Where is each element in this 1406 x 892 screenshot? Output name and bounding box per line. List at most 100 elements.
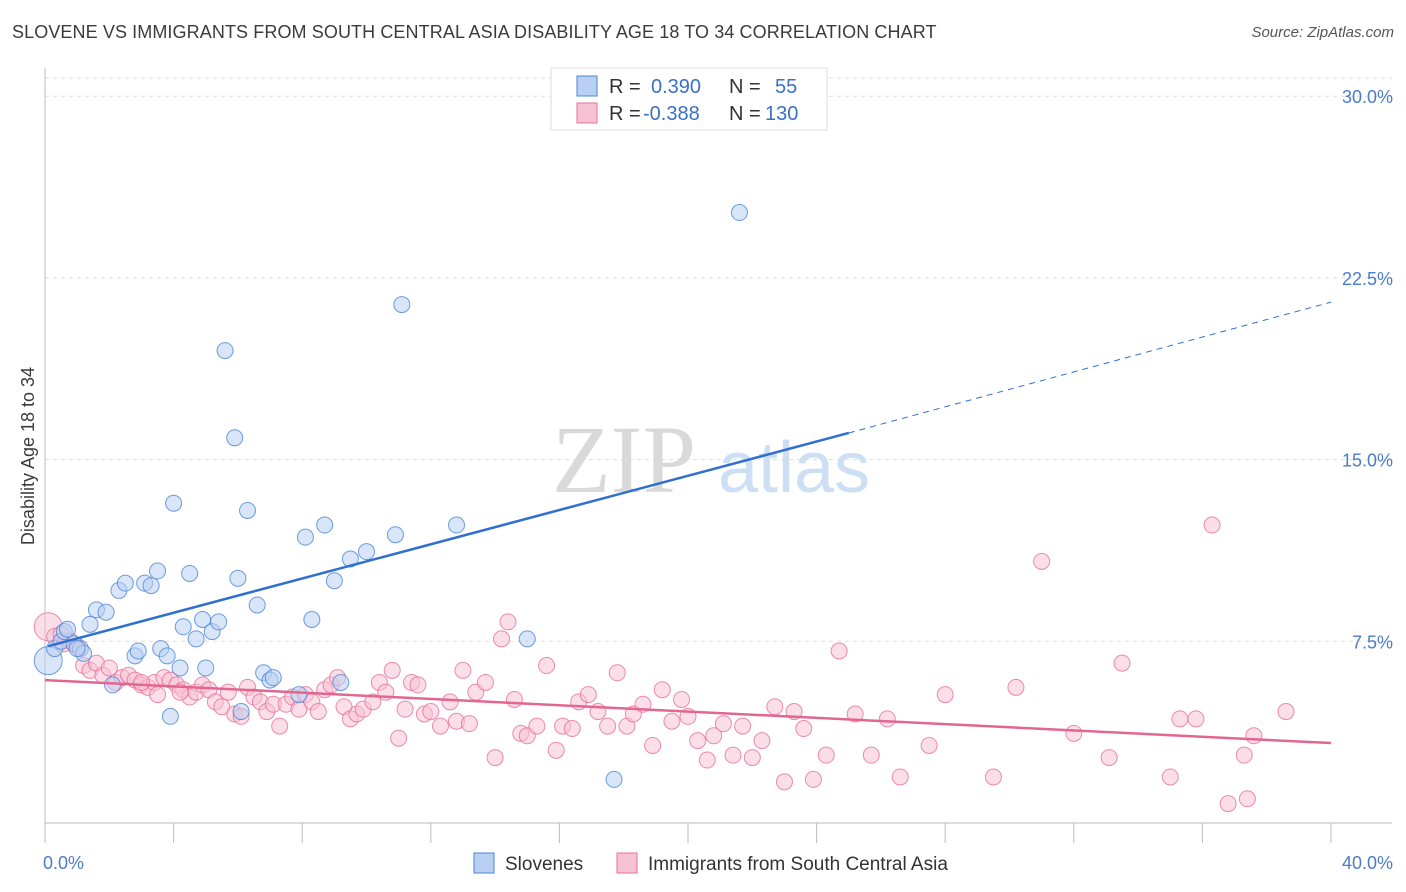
data-point	[734, 717, 752, 735]
data-point	[493, 630, 511, 648]
axes	[44, 68, 1392, 843]
data-point	[663, 712, 681, 730]
data-point	[1277, 703, 1295, 721]
series-pink-points	[33, 516, 1295, 813]
data-point	[599, 717, 617, 735]
data-point	[984, 768, 1002, 786]
data-point	[538, 657, 556, 675]
data-point	[264, 669, 282, 687]
data-point	[698, 751, 716, 769]
data-point	[1171, 710, 1189, 728]
legend-r-value-pink: -0.388	[643, 103, 700, 125]
data-point	[116, 574, 134, 592]
data-point	[390, 729, 408, 747]
series-legend: Slovenes Immigrants from South Central A…	[473, 852, 948, 875]
data-point	[271, 717, 289, 735]
x-tick-label: 40.0%	[1342, 853, 1393, 873]
data-point	[724, 746, 742, 764]
y-tick-label: 22.5%	[1342, 269, 1393, 289]
grid-lines	[45, 77, 1392, 642]
trend-line-slovenes	[47, 431, 850, 648]
data-point	[689, 732, 707, 750]
data-point	[804, 770, 822, 788]
data-point	[248, 596, 266, 614]
data-point	[100, 659, 118, 677]
data-point	[316, 516, 334, 534]
data-point	[830, 642, 848, 660]
data-point	[1187, 710, 1205, 728]
data-point	[862, 746, 880, 764]
legend-label-slovenes: Slovenes	[505, 854, 583, 875]
data-point	[1007, 678, 1025, 696]
data-point	[817, 746, 835, 764]
data-point	[210, 613, 228, 631]
data-point	[132, 673, 150, 691]
data-point	[454, 661, 472, 679]
data-point	[325, 572, 343, 590]
legend-n-label-pink: N =	[729, 103, 761, 125]
data-point	[393, 296, 411, 314]
data-point	[226, 429, 244, 447]
data-point	[158, 647, 176, 665]
data-point	[422, 703, 440, 721]
data-point	[608, 664, 626, 682]
data-point	[705, 727, 723, 745]
data-point	[364, 693, 382, 711]
source-credit: Source: ZipAtlas.com	[1251, 24, 1394, 41]
legend-swatch-blue	[576, 75, 598, 97]
data-point	[547, 741, 565, 759]
data-point	[644, 736, 662, 754]
data-point	[1235, 746, 1253, 764]
data-point	[165, 494, 183, 512]
data-point	[81, 615, 99, 633]
watermark-zip: ZIP	[552, 406, 696, 513]
data-point	[1113, 654, 1131, 672]
data-point	[219, 683, 237, 701]
data-point	[920, 736, 938, 754]
data-point	[232, 703, 250, 721]
data-point	[653, 681, 671, 699]
data-point	[142, 577, 160, 595]
data-point	[431, 717, 449, 735]
legend-r-label-pink: R =	[609, 103, 641, 125]
data-point	[239, 501, 257, 519]
data-point	[1100, 749, 1118, 767]
data-point	[486, 749, 504, 767]
data-point	[891, 768, 909, 786]
data-point	[1219, 795, 1237, 813]
data-point	[1161, 768, 1179, 786]
data-point	[309, 703, 327, 721]
y-axis-title: Disability Age 18 to 34	[18, 367, 38, 545]
data-point	[579, 686, 597, 704]
data-point	[409, 676, 427, 694]
data-point	[505, 690, 523, 708]
data-point	[104, 676, 122, 694]
data-point	[229, 569, 247, 587]
legend-label-immigrants: Immigrants from South Central Asia	[648, 854, 948, 875]
data-point	[1033, 552, 1051, 570]
series-blue-points	[33, 204, 748, 788]
data-point	[878, 710, 896, 728]
data-point	[197, 659, 215, 677]
data-point	[303, 611, 321, 629]
trend-lines	[44, 301, 1332, 745]
data-point	[563, 720, 581, 738]
data-point	[795, 720, 813, 738]
data-point	[174, 618, 192, 636]
legend-swatch-immigrants	[616, 852, 638, 874]
legend-swatch-slovenes	[473, 852, 495, 874]
data-point	[68, 640, 86, 658]
data-point	[448, 516, 466, 534]
legend-r-label-blue: R =	[609, 76, 641, 98]
data-point	[936, 686, 954, 704]
y-tick-label: 7.5%	[1352, 632, 1393, 652]
y-tick-label: 30.0%	[1342, 87, 1393, 107]
data-point	[766, 698, 784, 716]
data-point	[187, 630, 205, 648]
data-point	[528, 717, 546, 735]
legend-n-value-pink: 130	[765, 103, 798, 125]
data-point	[441, 693, 459, 711]
data-point	[460, 715, 478, 733]
data-point	[743, 749, 761, 767]
